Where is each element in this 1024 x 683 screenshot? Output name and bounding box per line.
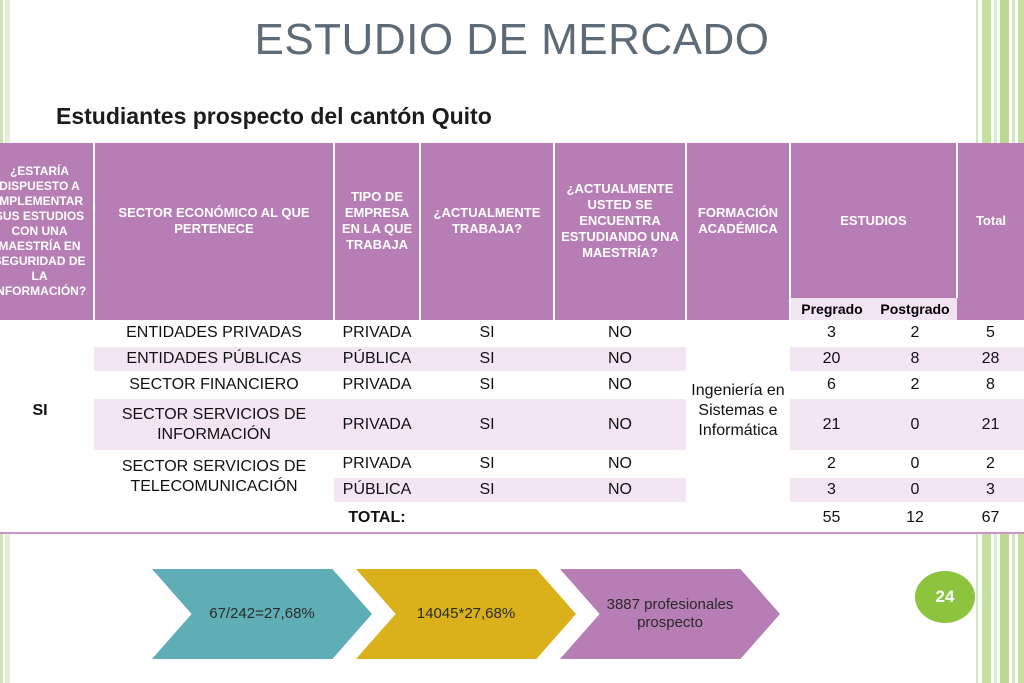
table-row: SECTOR SERVICIOS DE TELECOMUNICACIÓN PRI… bbox=[0, 451, 1024, 504]
page-number-badge: 24 bbox=[915, 571, 975, 623]
postgrado-cell: 0 bbox=[873, 398, 957, 452]
estudiando-cell: NO bbox=[554, 346, 686, 373]
pregrado-cell: 20 bbox=[790, 346, 873, 373]
pregrado-cell: 3 bbox=[790, 477, 873, 504]
total-cell: 21 bbox=[957, 398, 1024, 452]
table-row: SI ENTIDADES PRIVADAS PRIVADA SI NO Inge… bbox=[0, 320, 1024, 504]
table-row: ENTIDADES PÚBLICAS PÚBLICA SI NO 20 8 28 bbox=[0, 346, 1024, 373]
postgrado-cell: 0 bbox=[873, 477, 957, 504]
header-sector: SECTOR ECONÓMICO AL QUE PERTENECE bbox=[94, 143, 335, 298]
chevron-step-2: 14045*27,68% bbox=[356, 569, 576, 659]
total-cell: 3 bbox=[957, 477, 1024, 504]
header-dispuesto: ¿ESTARÍA DISPUESTO A IMPLEMENTAR SUS EST… bbox=[0, 143, 95, 320]
total-cell: 5 bbox=[957, 320, 1024, 347]
totals-pregrado: 55 bbox=[790, 502, 873, 534]
formacion-value: Ingeniería en Sistemas e Informática bbox=[686, 320, 790, 504]
market-study-table: ¿ESTARÍA DISPUESTO A IMPLEMENTAR SUS EST… bbox=[0, 143, 1024, 534]
sector-cell: ENTIDADES PRIVADAS bbox=[94, 320, 334, 347]
header-trabaja: ¿ACTUALMENTE TRABAJA? bbox=[420, 143, 555, 298]
estudiando-cell: NO bbox=[554, 320, 686, 347]
estudiando-cell: NO bbox=[554, 398, 686, 452]
pregrado-cell: 6 bbox=[790, 372, 873, 399]
header-pregrado: Pregrado bbox=[790, 298, 873, 320]
totals-total: 67 bbox=[957, 502, 1024, 534]
dispuesto-value: SI bbox=[0, 320, 94, 504]
tipo-cell: PÚBLICA bbox=[334, 346, 420, 373]
tipo-cell: PRIVADA bbox=[334, 451, 420, 478]
sector-cell: SECTOR FINANCIERO bbox=[94, 372, 334, 399]
header-estudiando: ¿ACTUALMENTE USTED SE ENCUENTRA ESTUDIAN… bbox=[554, 143, 687, 298]
slide-title: ESTUDIO DE MERCADO bbox=[254, 15, 770, 64]
slide-subtitle: Estudiantes prospecto del cantón Quito bbox=[56, 103, 492, 129]
total-cell: 28 bbox=[957, 346, 1024, 373]
trabaja-cell: SI bbox=[420, 320, 554, 347]
tipo-cell: PÚBLICA bbox=[334, 477, 420, 504]
sector-cell: SECTOR SERVICIOS DE INFORMACIÓN bbox=[94, 398, 334, 452]
table-row: SECTOR SERVICIOS DE INFORMACIÓN PRIVADA … bbox=[0, 398, 1024, 452]
table-row: SECTOR FINANCIERO PRIVADA SI NO 6 2 8 bbox=[0, 372, 1024, 399]
trabaja-cell: SI bbox=[420, 477, 554, 504]
trabaja-cell: SI bbox=[420, 372, 554, 399]
pregrado-cell: 3 bbox=[790, 320, 873, 347]
estudiando-cell: NO bbox=[554, 477, 686, 504]
step-3-text: 3887 profesionales prospecto bbox=[606, 596, 734, 631]
estudiando-cell: NO bbox=[554, 372, 686, 399]
header-postgrado: Postgrado bbox=[873, 298, 957, 320]
totals-label: TOTAL: bbox=[334, 502, 420, 534]
postgrado-cell: 8 bbox=[873, 346, 957, 373]
trabaja-cell: SI bbox=[420, 398, 554, 452]
estudiando-cell: NO bbox=[554, 451, 686, 478]
postgrado-cell: 2 bbox=[873, 372, 957, 399]
sector-cell: ENTIDADES PÚBLICAS bbox=[94, 346, 334, 373]
tipo-cell: PRIVADA bbox=[334, 372, 420, 399]
step-2-text: 14045*27,68% bbox=[416, 605, 516, 622]
chevron-step-1: 67/242=27,68% bbox=[152, 569, 372, 659]
pregrado-cell: 21 bbox=[790, 398, 873, 452]
total-cell: 8 bbox=[957, 372, 1024, 399]
trabaja-cell: SI bbox=[420, 346, 554, 373]
chevron-step-3: 3887 profesionales prospecto bbox=[560, 569, 780, 659]
header-total: Total bbox=[957, 143, 1024, 298]
step-1-text: 67/242=27,68% bbox=[209, 605, 315, 622]
header-estudios: ESTUDIOS bbox=[790, 143, 958, 298]
sector-cell: SECTOR SERVICIOS DE TELECOMUNICACIÓN bbox=[94, 451, 334, 504]
postgrado-cell: 2 bbox=[873, 320, 957, 347]
calculation-flow: 67/242=27,68% 14045*27,68% 3887 profesio… bbox=[152, 569, 784, 659]
trabaja-cell: SI bbox=[420, 451, 554, 478]
table-row: PÚBLICA SI NO 3 0 3 bbox=[0, 477, 1024, 504]
pregrado-cell: 2 bbox=[790, 451, 873, 478]
tipo-cell: PRIVADA bbox=[334, 320, 420, 347]
total-cell: 2 bbox=[957, 451, 1024, 478]
postgrado-cell: 0 bbox=[873, 451, 957, 478]
tipo-cell: PRIVADA bbox=[334, 398, 420, 452]
header-formacion: FORMACIÓN ACADÉMICA bbox=[686, 143, 791, 298]
totals-row: TOTAL: 55 12 67 bbox=[0, 502, 1024, 534]
totals-postgrado: 12 bbox=[873, 502, 957, 534]
header-tipo-empresa: TIPO DE EMPRESA EN LA QUE TRABAJA bbox=[334, 143, 421, 298]
